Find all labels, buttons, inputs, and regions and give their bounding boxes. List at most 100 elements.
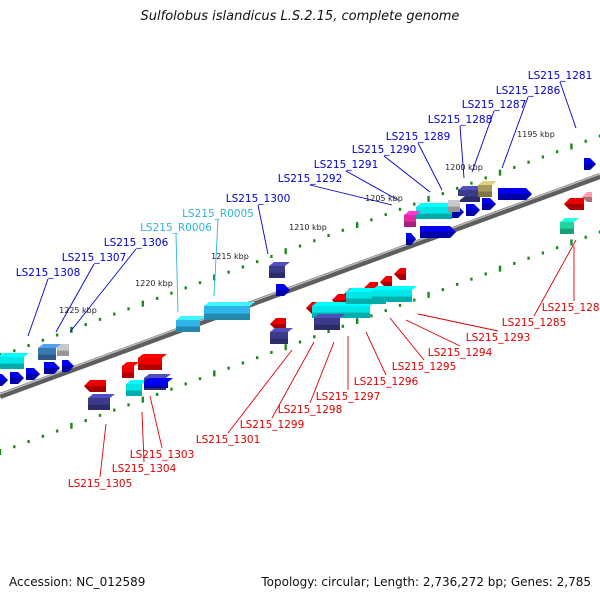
gene-top-face: [144, 378, 173, 382]
inner-tick-mark: [441, 288, 445, 292]
reverse-gene-arrow: [84, 380, 106, 392]
gene-arrow-shade: [498, 194, 532, 200]
genome-backbone-highlight: [0, 173, 600, 395]
outer-tick-mark: [598, 134, 600, 138]
outer-tick-mark: [541, 155, 545, 159]
reverse-label-leader: [405, 319, 461, 347]
forward-gene-steel: [38, 344, 61, 360]
gene-shadow-face: [176, 326, 200, 332]
outer-tick-mark: [570, 143, 573, 150]
rna-gene-r0005: [204, 302, 255, 320]
reverse-gene-label: LS215_1284: [542, 302, 600, 314]
inner-tick-mark: [41, 434, 45, 438]
forward-label-leader: [459, 125, 465, 179]
scale-labels-layer: 1195 kbp 1200 kbp 1205 kbp 1210 kbp 1215 kbp…: [59, 130, 555, 315]
outer-tick-mark: [241, 265, 245, 269]
gene-top-face: [314, 314, 345, 318]
gene-top-face: [560, 218, 579, 222]
outer-tick-mark: [98, 317, 102, 321]
inner-tick-mark: [427, 291, 430, 298]
inner-tick-mark: [13, 445, 16, 449]
gene-top-face: [448, 196, 465, 200]
outer-tick-mark: [441, 192, 445, 196]
gene-top-face: [269, 262, 290, 266]
genome-backbone: [0, 173, 600, 399]
forward-gene-label: LS215_1306: [104, 237, 169, 249]
forward-gene-navy: [458, 186, 485, 202]
forward-gene-arrow: [26, 368, 40, 380]
inner-tick-mark: [170, 387, 173, 391]
outer-tick-mark: [84, 323, 87, 327]
forward-label-leader: [345, 170, 399, 201]
outer-tick-mark: [198, 281, 202, 285]
reverse-label-leader: [389, 317, 425, 361]
inner-tick-mark: [255, 356, 259, 360]
rna-gene-label: LS215_R0006: [140, 222, 212, 234]
scale-label: 1225 kbp: [59, 306, 97, 315]
forward-gene-label: LS215_1289: [386, 131, 451, 143]
inner-tick-mark: [484, 272, 487, 276]
outer-tick-mark: [527, 160, 530, 164]
reverse-gene-navy: [270, 328, 293, 344]
reverse-gene-label: LS215_1295: [392, 361, 457, 373]
reverse-gene-label: LS215_1293: [466, 332, 531, 344]
inner-tick-mark: [313, 335, 316, 339]
forward-label-leader: [309, 184, 393, 206]
forward-gene-grey: [57, 340, 74, 356]
forward-gene-label: LS215_1287: [462, 99, 527, 111]
gene-shadow-face: [88, 404, 110, 410]
reverse-label-leader: [365, 331, 387, 376]
gene-shadow-face: [0, 363, 24, 369]
scale-label: 1215 kbp: [211, 252, 249, 261]
rna-label-leader: [213, 219, 219, 297]
gene-arrow-shade: [44, 368, 60, 374]
scale-label: 1220 kbp: [135, 279, 173, 288]
outer-tick-mark: [455, 186, 459, 190]
reverse-gene-label: LS215_1297: [316, 391, 381, 403]
rna-gene-label: LS215_R0005: [182, 208, 254, 220]
reverse-label-leader: [533, 239, 577, 317]
reverse-label-leader: [141, 411, 145, 463]
inner-tick-mark: [98, 413, 102, 417]
outer-tick-mark: [513, 165, 516, 169]
reverse-gene-navy: [88, 394, 115, 410]
outer-tick-mark: [370, 218, 373, 222]
reverse-gene-arrow: [394, 268, 406, 280]
inner-tick-mark: [327, 330, 330, 334]
inner-tick-mark: [498, 265, 502, 272]
inner-tick-mark: [241, 361, 245, 365]
inner-tick-mark: [27, 440, 30, 444]
forward-label-leader: [559, 81, 577, 129]
forward-gene-cyan: [416, 203, 457, 219]
gene-arrow-shade: [84, 386, 106, 392]
inner-tick-mark: [0, 449, 2, 455]
inner-tick-mark: [284, 344, 287, 351]
inner-tick-mark: [598, 230, 600, 234]
outer-tick-mark: [41, 338, 45, 342]
inner-tick-mark: [55, 429, 59, 433]
gene-top-face: [204, 302, 255, 306]
inner-tick-mark: [455, 282, 459, 286]
inner-tick-mark: [527, 256, 530, 260]
inner-tick-mark: [584, 235, 587, 239]
reverse-label-leader: [271, 341, 315, 419]
gene-shadow-face: [270, 338, 288, 344]
outer-tick-mark: [141, 300, 145, 307]
forward-gene-label: LS215_1288: [428, 114, 493, 126]
reverse-gene-label: LS215_1304: [112, 463, 177, 475]
gene-arrow-shade: [482, 204, 496, 210]
outer-tick-mark: [270, 254, 273, 258]
forward-gene-arrow: [584, 158, 596, 170]
outer-tick-mark: [384, 213, 387, 217]
outer-tick-mark: [113, 312, 116, 316]
inner-tick-mark: [70, 422, 73, 429]
forward-gene-arrow: [498, 188, 532, 200]
reverse-gene-navy: [314, 314, 345, 330]
gene-top-face: [38, 344, 61, 348]
reverse-gene-red: [138, 354, 167, 370]
inner-tick-mark: [113, 408, 116, 412]
gene-arrow-shade: [420, 232, 456, 238]
forward-gene-label: LS215_1286: [496, 85, 561, 97]
inner-tick-mark: [270, 350, 273, 354]
inner-tick-mark: [384, 309, 387, 313]
